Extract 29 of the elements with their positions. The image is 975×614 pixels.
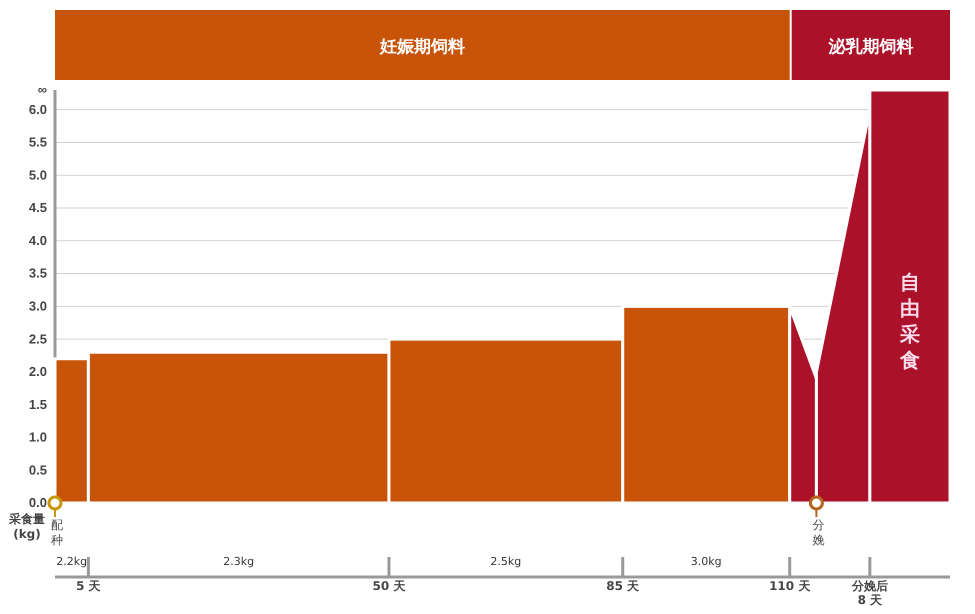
x-tick-label: 5 天 [76, 579, 102, 593]
text: 2.3kg [223, 555, 254, 568]
ref-line-label: 分娩 [812, 518, 824, 547]
text: 泌乳期饲料 [827, 37, 914, 57]
text: 妊娠期饲料 [378, 37, 465, 57]
y-tick-label: 0.5 [28, 462, 47, 478]
y-tick-label: 5.5 [28, 134, 47, 150]
y-tick-label: 4.5 [28, 200, 47, 216]
text: 3.0kg [690, 555, 722, 568]
text: 2.2kg [56, 555, 88, 568]
text: 2.5kg [490, 555, 522, 568]
x-tick-label: 85 天 [606, 579, 640, 593]
y-axis-title: 采食量 (kg) [8, 512, 45, 541]
y-tick-label: 0.0 [28, 495, 47, 510]
y-tick-label: ∞ [38, 82, 47, 98]
y-tick-label: 1.5 [28, 396, 47, 412]
annotation: 自由采食 [898, 270, 920, 372]
y-tick-label: 5.0 [28, 167, 47, 182]
x-tick-label: 110 天 [769, 579, 812, 593]
y-tick-label: 6.0 [28, 102, 47, 117]
x-tick-label: 分娩后 8 天 [850, 579, 888, 607]
y-tick-label: 3.5 [28, 266, 47, 281]
y-tick-label: 2.0 [28, 364, 47, 380]
y-tick-label: 3.0 [28, 298, 47, 314]
y-tick-label: 2.5 [28, 331, 47, 346]
y-tick-label: 4.0 [28, 232, 47, 248]
y-tick-label: 1.0 [28, 430, 47, 445]
x-tick-label: 50 天 [372, 579, 406, 593]
ref-line-label: 配种 [51, 518, 63, 547]
